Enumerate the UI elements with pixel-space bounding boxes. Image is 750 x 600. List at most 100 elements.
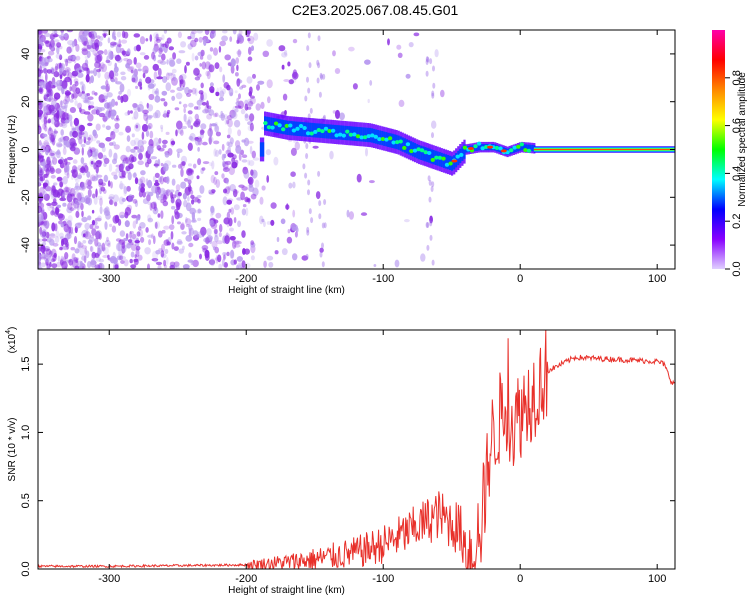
- noise-blob: [146, 114, 154, 119]
- signal-envelope-core: [424, 147, 427, 162]
- signal-envelope-core: [430, 149, 433, 164]
- noise-blob: [71, 173, 74, 180]
- noise-blob: [38, 125, 42, 131]
- noise-blob: [301, 255, 309, 261]
- signal-blob: [284, 123, 289, 128]
- noise-blob: [266, 175, 270, 183]
- noise-blob: [95, 256, 102, 262]
- noise-blob: [43, 183, 46, 189]
- noise-blob: [208, 136, 212, 145]
- noise-blob: [43, 173, 48, 178]
- noise-blob: [49, 205, 55, 209]
- noise-blob: [147, 179, 153, 189]
- noise-blob: [225, 177, 229, 185]
- noise-blob: [89, 245, 93, 252]
- noise-blob: [98, 112, 106, 118]
- noise-blob: [86, 50, 91, 59]
- noise-blob: [89, 149, 93, 153]
- noise-blob: [53, 130, 59, 134]
- noise-blob: [38, 126, 42, 131]
- noise-blob: [73, 92, 77, 101]
- noise-blob: [169, 189, 175, 193]
- noise-streak: [426, 222, 430, 228]
- noise-blob: [154, 40, 158, 47]
- noise-blob: [83, 99, 90, 104]
- signal-envelope-core: [529, 144, 532, 151]
- noise-blob: [143, 55, 150, 60]
- noise-blob: [222, 160, 226, 168]
- noise-blob: [98, 62, 102, 72]
- noise-blob: [229, 92, 233, 96]
- noise-blob: [61, 80, 68, 89]
- noise-blob: [116, 31, 122, 38]
- noise-blob: [69, 137, 76, 147]
- noise-blob: [109, 223, 113, 228]
- noise-blob: [74, 248, 80, 254]
- noise-blob: [281, 248, 288, 256]
- noise-blob: [56, 191, 61, 198]
- noise-blob: [367, 98, 370, 104]
- noise-blob: [188, 102, 194, 108]
- noise-blob: [58, 213, 65, 221]
- noise-blob: [335, 109, 340, 119]
- noise-blob: [40, 142, 44, 151]
- noise-blob: [48, 160, 52, 170]
- noise-blob: [67, 215, 73, 223]
- noise-blob: [61, 192, 66, 200]
- noise-blob: [103, 157, 110, 164]
- noise-blob: [78, 266, 82, 269]
- noise-blob: [140, 183, 145, 188]
- noise-blob: [205, 237, 210, 245]
- signal-envelope-core: [442, 153, 445, 168]
- noise-blob: [288, 182, 293, 189]
- noise-blob: [237, 129, 242, 137]
- signal-envelope-core: [477, 144, 480, 151]
- noise-blob: [360, 212, 368, 216]
- noise-blob: [249, 145, 253, 155]
- noise-blob: [92, 49, 99, 56]
- noise-streak: [306, 229, 310, 236]
- noise-blob: [156, 37, 163, 41]
- noise-streak: [306, 226, 310, 233]
- signal-envelope-core: [340, 125, 343, 140]
- noise-blob: [85, 178, 93, 186]
- signal-envelope-core: [301, 122, 304, 137]
- noise-blob: [106, 236, 109, 243]
- noise-blob: [88, 31, 93, 38]
- noise-blob: [149, 130, 154, 139]
- signal-envelope-core: [409, 141, 413, 156]
- noise-blob: [182, 245, 185, 251]
- noise-streak: [305, 253, 309, 260]
- noise-blob: [160, 253, 167, 259]
- signal-blob: [448, 161, 453, 166]
- noise-blob: [73, 197, 78, 204]
- noise-streak: [305, 143, 309, 149]
- noise-blob: [87, 215, 92, 221]
- noise-blob: [240, 149, 244, 155]
- noise-blob: [123, 259, 129, 267]
- noise-blob: [240, 266, 247, 269]
- noise-blob: [47, 127, 53, 136]
- noise-blob: [132, 198, 138, 204]
- noise-blob: [56, 42, 62, 48]
- y-tick-label: -20: [20, 189, 32, 205]
- noise-blob: [38, 164, 41, 172]
- noise-blob: [127, 171, 132, 181]
- noise-blob: [89, 70, 94, 74]
- noise-blob: [292, 209, 296, 218]
- noise-blob: [74, 199, 82, 205]
- noise-blob: [219, 90, 225, 98]
- noise-blob: [148, 83, 155, 89]
- colorbar: 0.00.20.40.60.8: [712, 30, 743, 277]
- noise-blob: [171, 205, 176, 210]
- noise-blob: [227, 146, 232, 155]
- noise-blob: [173, 265, 178, 269]
- noise-blob: [87, 113, 94, 122]
- noise-blob: [63, 102, 68, 109]
- noise-blob: [81, 83, 86, 93]
- signal-envelope-core: [389, 133, 392, 148]
- noise-blob: [223, 262, 228, 268]
- noise-blob: [356, 173, 362, 183]
- noise-blob: [129, 230, 134, 235]
- noise-blob: [365, 147, 368, 157]
